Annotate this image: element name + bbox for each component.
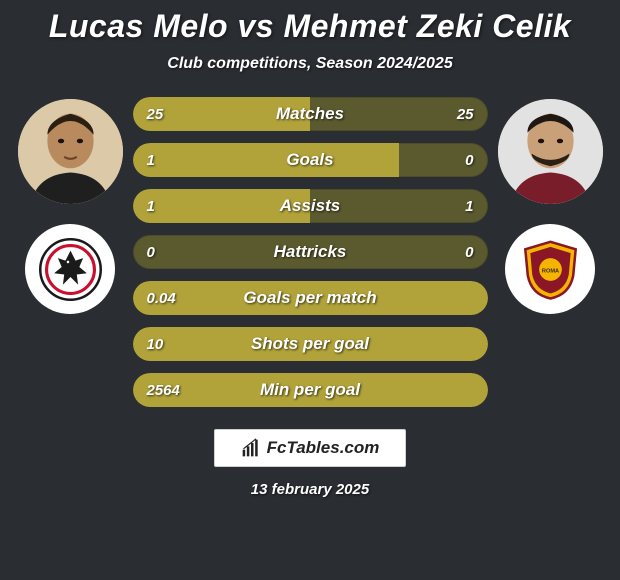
stat-bar: 10Shots per goal	[133, 327, 488, 361]
main-row: 2525Matches10Goals11Assists00Hattricks0.…	[0, 93, 620, 407]
stat-value-right: 1	[465, 189, 473, 223]
page-subtitle: Club competitions, Season 2024/2025	[0, 55, 620, 73]
comparison-card: Lucas Melo vs Mehmet Zeki Celik Club com…	[0, 0, 620, 580]
stat-bars: 2525Matches10Goals11Assists00Hattricks0.…	[133, 93, 488, 407]
stat-value-right: 25	[457, 97, 474, 131]
chart-icon	[241, 438, 261, 458]
branding-text: FcTables.com	[267, 438, 380, 458]
club-left-badge	[25, 224, 115, 314]
date-text: 13 february 2025	[251, 481, 369, 498]
stat-bar: 0 0Hattricks	[133, 235, 488, 269]
footer: FcTables.com 13 february 2025	[0, 429, 620, 498]
bar-fill-left	[133, 281, 488, 315]
stat-bar: 11Assists	[133, 189, 488, 223]
svg-text:ROMA: ROMA	[541, 268, 558, 274]
left-column	[18, 93, 123, 314]
stat-value-left: 0	[147, 235, 155, 269]
stat-bar: 0.04Goals per match	[133, 281, 488, 315]
stat-bar: 2564Min per goal	[133, 373, 488, 407]
right-column: ROMA	[498, 93, 603, 314]
person-icon	[18, 99, 123, 204]
stat-label: Hattricks	[133, 235, 488, 269]
stat-value-right: 0	[465, 143, 473, 177]
stat-bar: 10Goals	[133, 143, 488, 177]
stat-value-right: 0	[465, 235, 473, 269]
bar-fill-left	[133, 327, 488, 361]
player-left-avatar	[18, 99, 123, 204]
bar-fill-left	[133, 189, 311, 223]
person-icon	[498, 99, 603, 204]
bar-fill-left	[133, 143, 399, 177]
stat-bar: 2525Matches	[133, 97, 488, 131]
roma-icon: ROMA	[519, 238, 582, 301]
club-right-badge: ROMA	[505, 224, 595, 314]
branding-badge: FcTables.com	[214, 429, 407, 467]
bar-fill-left	[133, 373, 488, 407]
page-title: Lucas Melo vs Mehmet Zeki Celik	[0, 8, 620, 45]
eintracht-icon	[39, 238, 102, 301]
bar-fill-left	[133, 97, 311, 131]
player-right-avatar	[498, 99, 603, 204]
